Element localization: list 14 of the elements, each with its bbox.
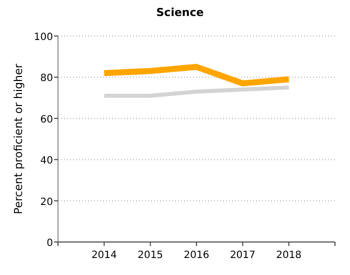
x-tick-label: 2015 [138,250,164,261]
y-tick-label: 80 [40,73,53,84]
x-tick-label: 2018 [276,250,302,261]
y-tick-label: 20 [40,196,53,208]
line-series [102,86,291,98]
y-tick-label: 100 [34,32,53,43]
x-tick-label: 2016 [184,250,210,261]
y-tick-label: 40 [40,156,53,167]
x-tick-label: 2014 [91,250,117,261]
x-tick-label: 2017 [230,250,256,261]
y-tick-label: 0 [46,238,53,249]
y-tick-label: 60 [40,114,53,126]
chart-title: Science [156,6,204,19]
y-axis-title: Percent proficient or higher [12,63,25,214]
